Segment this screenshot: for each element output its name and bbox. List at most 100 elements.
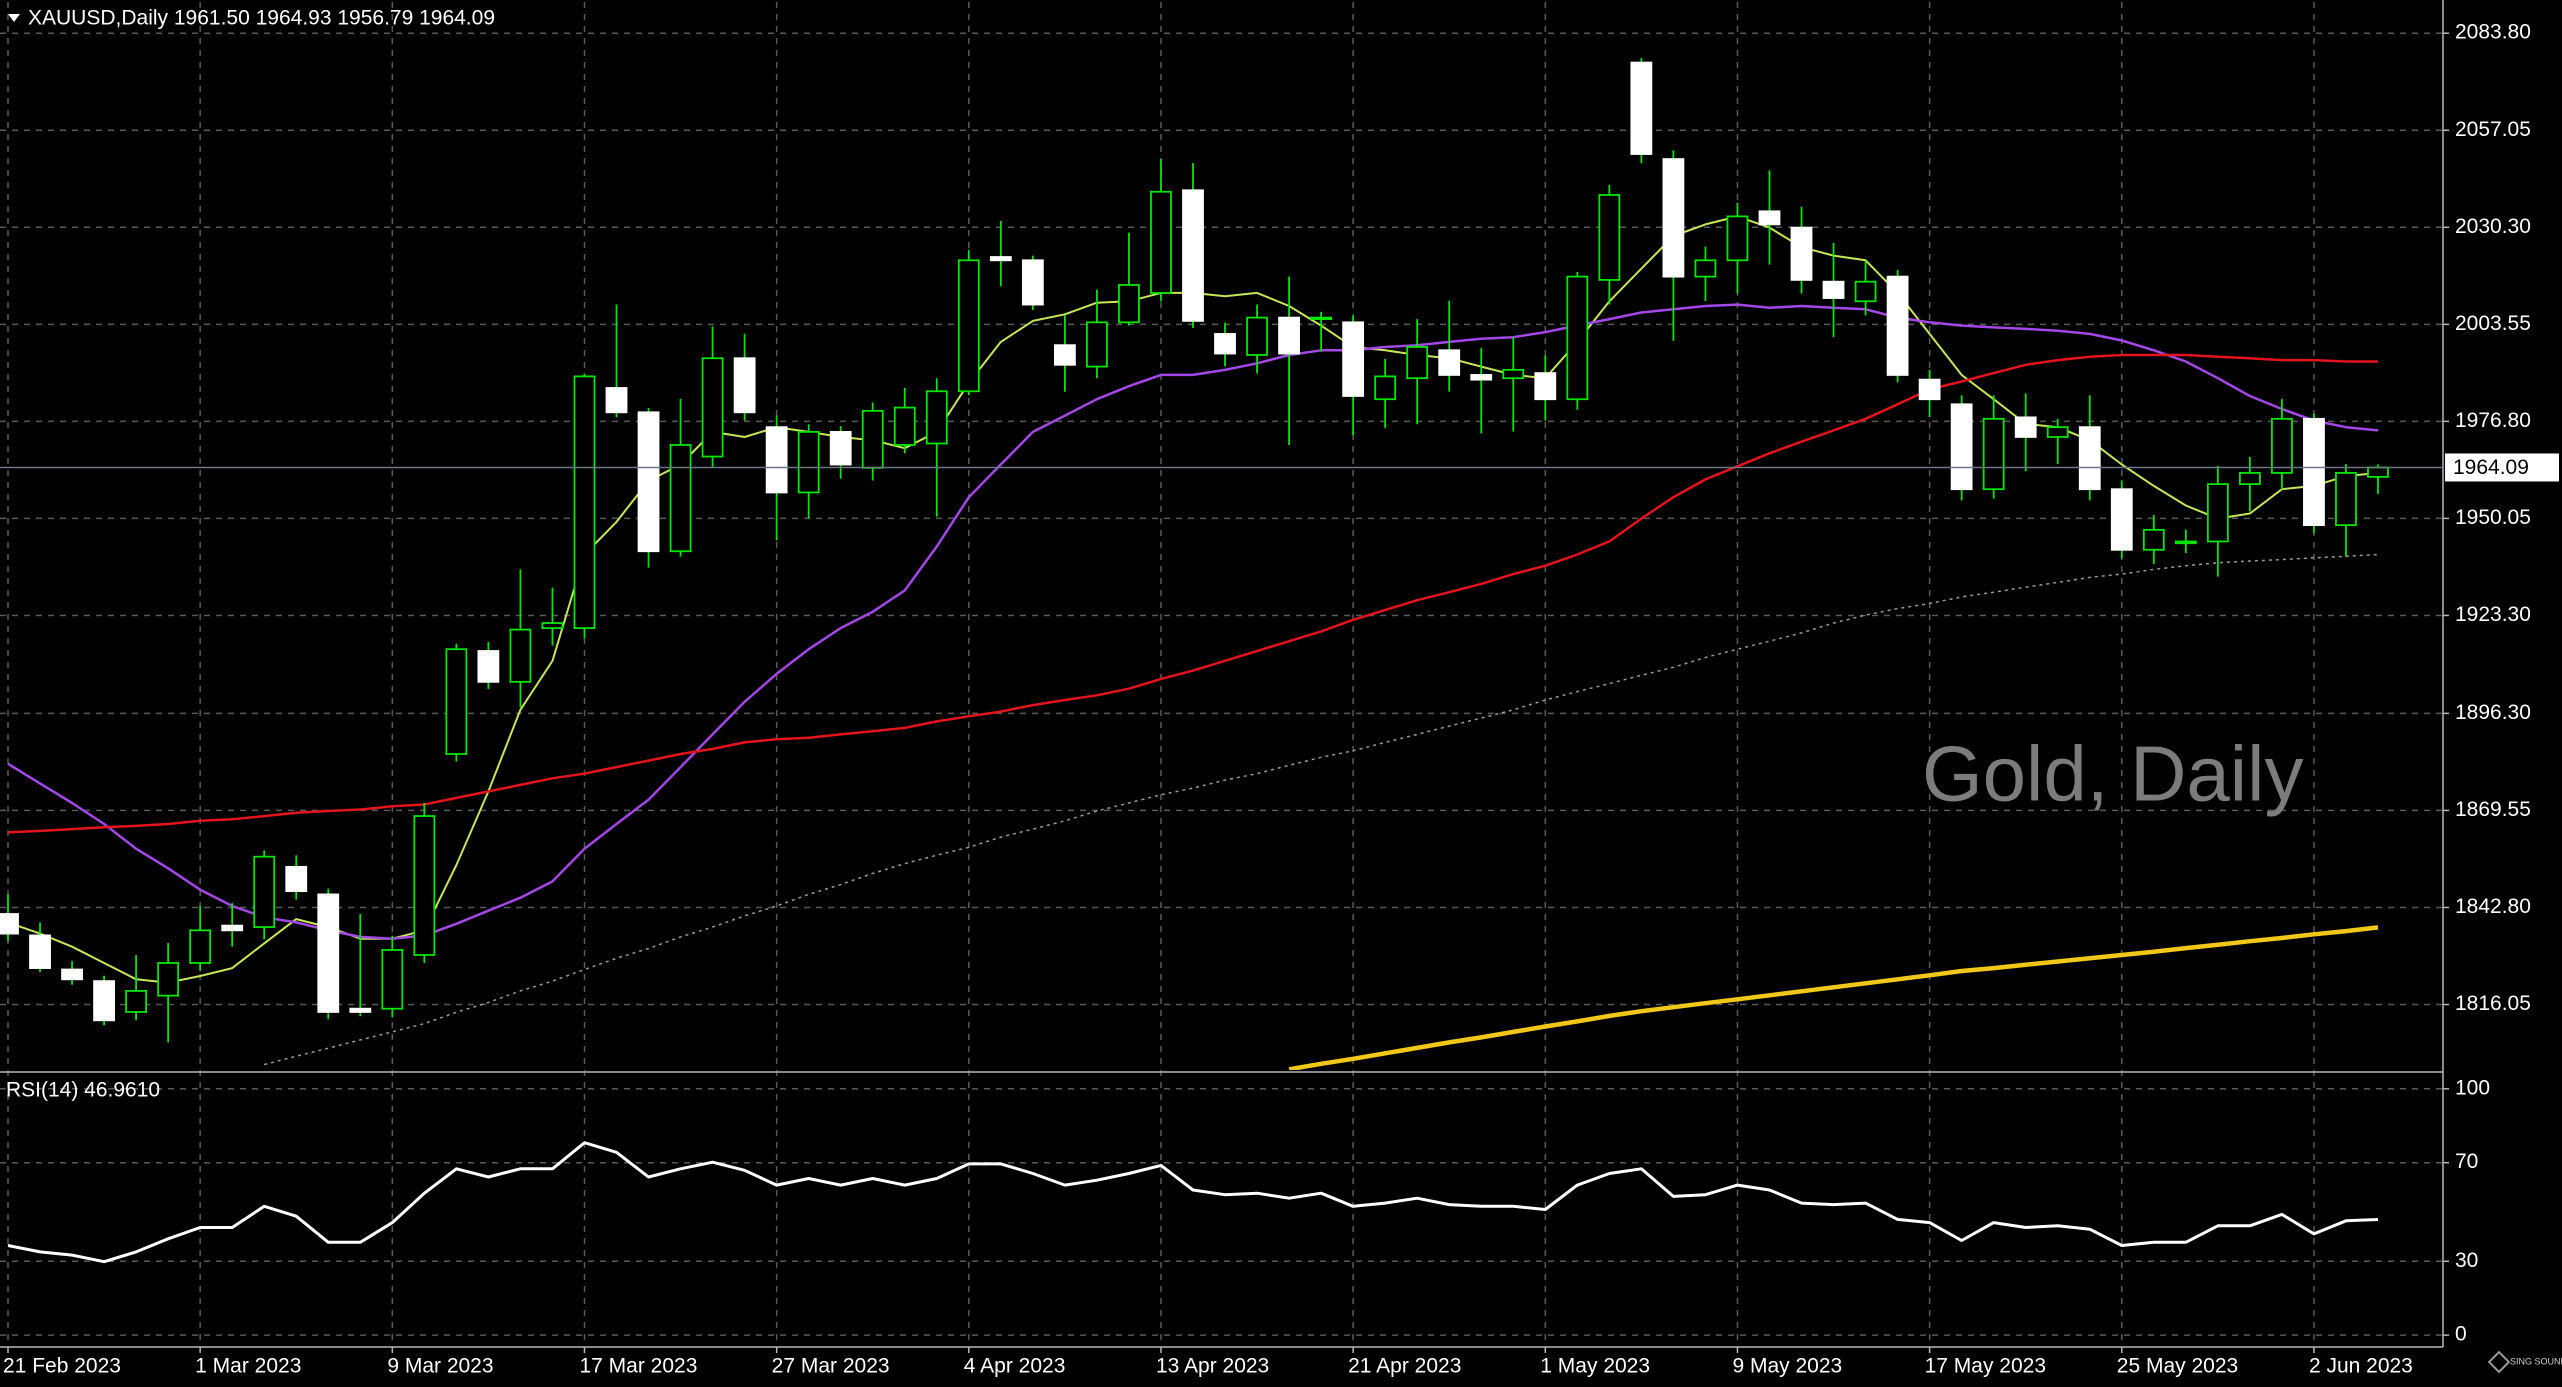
y-tick-label: 1869.55 <box>2455 798 2531 821</box>
x-tick-label: 17 Mar 2023 <box>579 1355 697 1378</box>
indicator-line <box>7 303 2379 940</box>
indicator-line <box>264 553 2379 1066</box>
grid-layer <box>0 2 2443 1345</box>
x-tick-label: 17 May 2023 <box>1925 1355 2046 1378</box>
candle-body <box>93 980 115 1022</box>
y-tick-label: 2003.55 <box>2455 312 2531 335</box>
candle-body <box>861 409 884 469</box>
candle-body <box>925 390 948 445</box>
candle-body <box>1246 316 1268 356</box>
candle-body <box>1278 316 1300 355</box>
candle-body <box>2303 417 2325 527</box>
candle-body <box>893 406 916 446</box>
candle-body <box>1053 344 1076 366</box>
candle-body <box>1470 374 1493 381</box>
candle-body <box>2078 426 2101 491</box>
menu-triangle[interactable] <box>8 14 20 22</box>
candle-body <box>1534 372 1557 401</box>
y-tick-label: 1896.30 <box>2455 701 2531 724</box>
candle-body <box>829 430 852 466</box>
last-price-label: 1964.09 <box>2453 456 2529 479</box>
candle-body <box>477 650 500 683</box>
candle-body <box>2271 417 2293 474</box>
candle-body <box>1918 378 1941 401</box>
candle-body <box>285 865 308 893</box>
y-tick-label: 100 <box>2455 1076 2490 1099</box>
logo: SING SOUND <box>2510 1356 2562 1366</box>
candle-body <box>1662 158 1685 278</box>
y-tick-label: 1816.05 <box>2455 992 2531 1015</box>
price-panel <box>0 57 2389 1070</box>
candle-body <box>1310 316 1333 321</box>
candle-body <box>1214 333 1236 355</box>
candle-body <box>2014 416 2037 438</box>
x-tick-label: 21 Feb 2023 <box>3 1355 121 1378</box>
candle-body <box>669 444 692 553</box>
x-tick-label: 9 Mar 2023 <box>387 1355 493 1378</box>
candle-body <box>1342 321 1365 397</box>
candle-body <box>1406 346 1429 380</box>
y-tick-label: 1923.30 <box>2455 603 2531 626</box>
y-tick-label: 70 <box>2455 1150 2478 1173</box>
x-tick-label: 25 May 2023 <box>2117 1355 2238 1378</box>
candle-body <box>2238 471 2261 486</box>
candle-body <box>733 357 756 414</box>
candle-body <box>1790 226 1813 281</box>
candle-body <box>1726 215 1749 262</box>
candle-body <box>1566 275 1589 401</box>
candle-body <box>1822 280 1845 299</box>
candle-body <box>2046 426 2069 438</box>
candle-body <box>1886 275 1909 376</box>
candle-body <box>349 1007 372 1013</box>
candle-body <box>1630 61 1653 155</box>
rsi-title: RSI(14) 46.9610 <box>6 1079 160 1102</box>
x-tick-label: 13 Apr 2023 <box>1156 1355 1269 1378</box>
indicator-line <box>7 353 2378 834</box>
candle-body <box>253 855 276 928</box>
y-tick-label: 30 <box>2455 1249 2478 1272</box>
x-tick-label: 21 Apr 2023 <box>1348 1355 1461 1378</box>
y-tick-label: 1976.80 <box>2455 409 2531 432</box>
candle-body <box>1694 259 1717 278</box>
candle-body <box>189 929 212 964</box>
candle-body <box>445 648 468 755</box>
y-tick-label: 2030.30 <box>2455 215 2531 238</box>
x-tick-label: 9 May 2023 <box>1732 1355 1842 1378</box>
candle-body <box>61 968 83 981</box>
x-tick-label: 1 May 2023 <box>1540 1355 1650 1378</box>
candle-body <box>0 913 19 935</box>
candle-body <box>1982 417 2005 491</box>
candle-body <box>797 430 820 494</box>
candle-body <box>2142 528 2165 551</box>
candle-body <box>765 426 788 494</box>
rsi-panel <box>7 1141 2379 1264</box>
candle-body <box>317 893 340 1013</box>
y-tick-label: 1842.80 <box>2455 895 2531 918</box>
candle-body <box>1021 259 1044 306</box>
candle-body <box>2367 466 2389 478</box>
candle-body <box>29 934 51 969</box>
candle-body <box>1150 190 1172 294</box>
candle-body <box>1502 368 1525 380</box>
logo-icon <box>2487 1350 2511 1374</box>
candle-body <box>1118 284 1140 324</box>
candle-body <box>989 256 1012 262</box>
candle-body <box>2174 540 2197 545</box>
candle-body <box>1598 194 1621 281</box>
y-tick-label: 2083.80 <box>2455 21 2531 44</box>
chart-title: XAUUSD,Daily 1961.50 1964.93 1956.79 196… <box>28 7 495 30</box>
last-price-tag <box>2445 453 2559 482</box>
candle-body <box>125 990 148 1013</box>
indicator-line <box>1288 925 2379 1070</box>
candle-body <box>1438 349 1461 376</box>
candle-body <box>605 387 628 414</box>
candle-body <box>573 375 596 630</box>
candle-body <box>1854 280 1877 303</box>
candle-body <box>1758 210 1781 226</box>
watermark: Gold, Daily <box>1922 730 2303 818</box>
candle-body <box>381 949 404 1010</box>
candle-body <box>1374 375 1397 401</box>
